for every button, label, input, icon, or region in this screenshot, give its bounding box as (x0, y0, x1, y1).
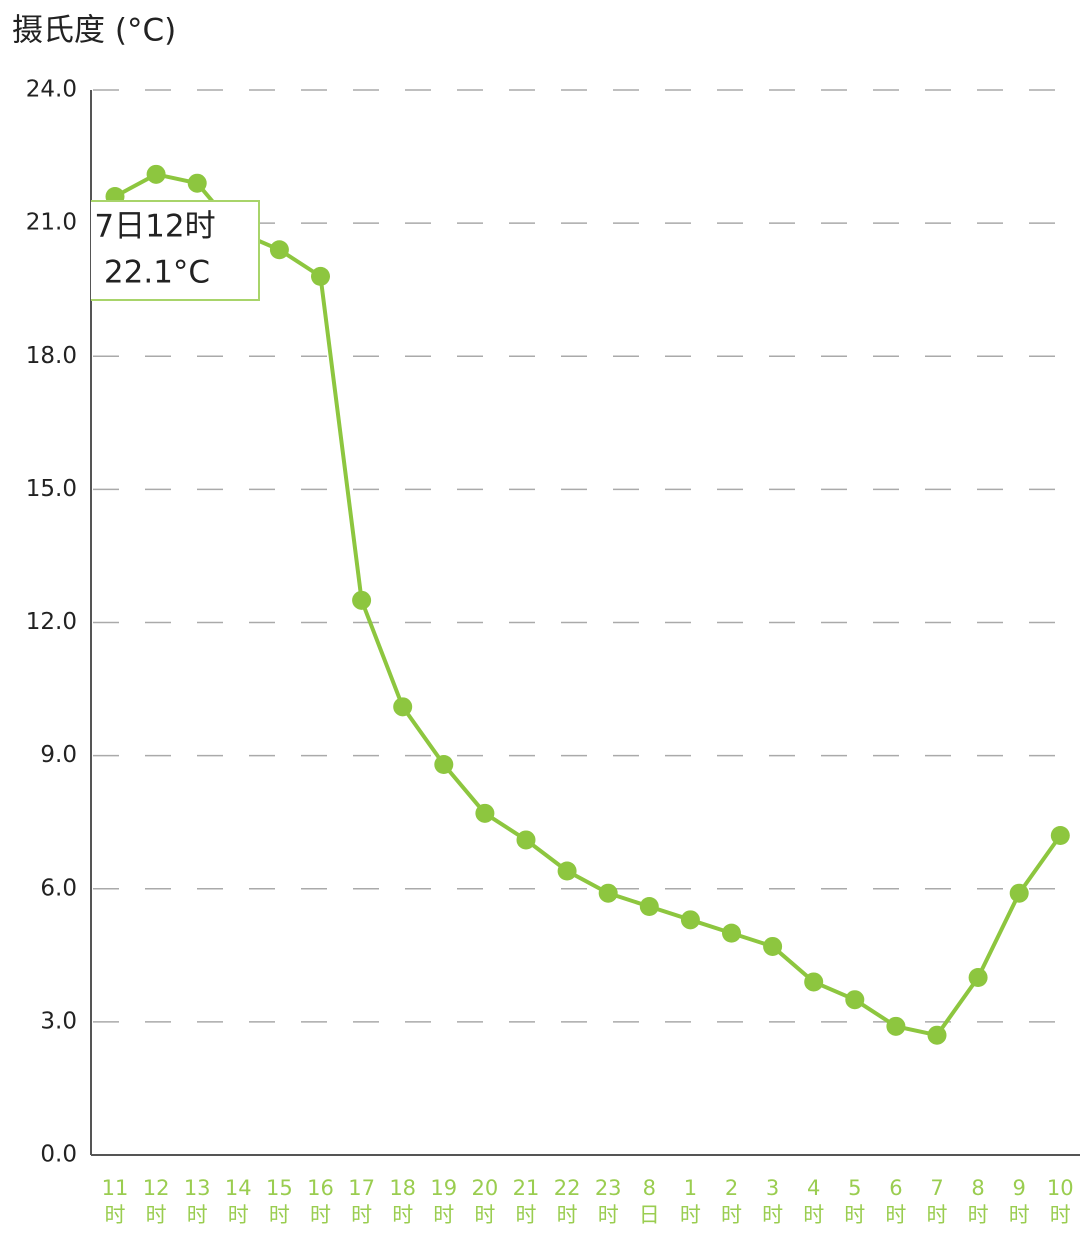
point (845, 990, 865, 1010)
y-tick-label: 15.0 (26, 476, 77, 502)
point (311, 266, 330, 286)
point (475, 803, 495, 823)
point (680, 910, 700, 930)
x-tick-label: 10 时 (1046, 1176, 1074, 1227)
point (146, 164, 166, 184)
point (393, 697, 413, 717)
point (804, 972, 824, 992)
point (1050, 826, 1070, 845)
point (269, 240, 289, 260)
x-tick-label: 4 时 (803, 1176, 825, 1227)
x-tick-label: 15 时 (266, 1176, 293, 1227)
x-tick-label: 14 时 (224, 1176, 252, 1227)
x-tick-label: 3 时 (762, 1176, 784, 1227)
x-tick-label: 13 时 (183, 1176, 211, 1227)
x-tick-label: 5 时 (844, 1176, 866, 1227)
x-tick-label: 12 时 (142, 1176, 170, 1227)
x-tick-label: 2 时 (721, 1176, 742, 1227)
x-tick-label: 6 时 (885, 1176, 907, 1227)
y-tick-label: 21.0 (26, 210, 77, 236)
y-tick-label: 9.0 (40, 742, 77, 768)
line (114, 172, 1062, 1038)
y-tick-label: 0.0 (40, 1142, 77, 1168)
x-tick-label: 7 时 (926, 1176, 948, 1227)
x-tick-label: 19 时 (430, 1176, 458, 1227)
x-tick-label: 21 时 (512, 1176, 540, 1227)
y-tick-label: 6.0 (40, 875, 77, 901)
tooltip-title: 7日12时 (94, 209, 215, 245)
y-axis-title: 摄氏度 (°C) (12, 13, 176, 49)
point (516, 830, 536, 850)
tooltip-box (91, 200, 260, 301)
x-tick-label: 1 时 (679, 1176, 701, 1227)
point (763, 936, 783, 956)
x-tick-label: 8 时 (967, 1176, 989, 1227)
x-tick-label: 11 时 (101, 1176, 129, 1227)
x-tick-label: 20 时 (471, 1176, 499, 1227)
x-tick-label: 23 时 (594, 1176, 622, 1227)
point (927, 1025, 947, 1045)
x-tick-label: 22 时 (553, 1176, 581, 1227)
tooltip: 7日12时 22.1°C (91, 200, 260, 301)
point (968, 968, 988, 987)
y-tick-label: 24.0 (26, 77, 77, 103)
point (557, 861, 577, 881)
tooltip-text: 22.1°C (104, 255, 210, 291)
x-tick-label: 16 时 (307, 1176, 334, 1227)
y-tick-label: 12.0 (26, 609, 77, 635)
point (1009, 883, 1029, 903)
point (722, 923, 741, 943)
x-tick-label: 17 时 (348, 1176, 375, 1227)
point (187, 173, 207, 193)
point (886, 1016, 906, 1036)
point (434, 755, 454, 774)
point (639, 897, 659, 916)
y-tick-label: 18.0 (26, 343, 77, 369)
x-tick-label: 8 日 (638, 1176, 660, 1227)
y-tick-label: 3.0 (40, 1008, 77, 1034)
point (352, 590, 372, 610)
x-tick-label: 18 时 (389, 1176, 417, 1227)
x-tick-label: 9 时 (1008, 1176, 1030, 1227)
point (598, 883, 618, 903)
